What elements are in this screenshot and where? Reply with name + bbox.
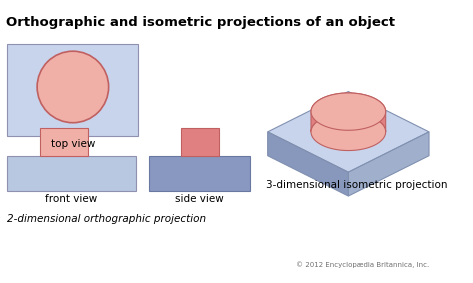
Polygon shape [268, 132, 348, 196]
Text: front view: front view [45, 194, 97, 204]
Bar [149, 156, 250, 190]
Text: top view: top view [51, 139, 95, 149]
Text: side view: side view [175, 194, 224, 204]
Bar [8, 156, 136, 190]
Bar [8, 44, 139, 136]
Text: 2-dimensional orthographic projection: 2-dimensional orthographic projection [8, 215, 206, 224]
Text: Orthographic and isometric projections of an object: Orthographic and isometric projections o… [6, 16, 394, 29]
Polygon shape [268, 91, 429, 172]
Text: © 2012 Encyclopædia Britannica, Inc.: © 2012 Encyclopædia Britannica, Inc. [296, 261, 429, 267]
Polygon shape [348, 132, 429, 196]
Bar [181, 128, 219, 156]
Polygon shape [311, 93, 385, 130]
Text: 3-dimensional isometric projection: 3-dimensional isometric projection [266, 179, 447, 190]
Polygon shape [311, 113, 385, 151]
Ellipse shape [37, 51, 109, 123]
Bar [40, 128, 88, 156]
Polygon shape [311, 93, 385, 132]
